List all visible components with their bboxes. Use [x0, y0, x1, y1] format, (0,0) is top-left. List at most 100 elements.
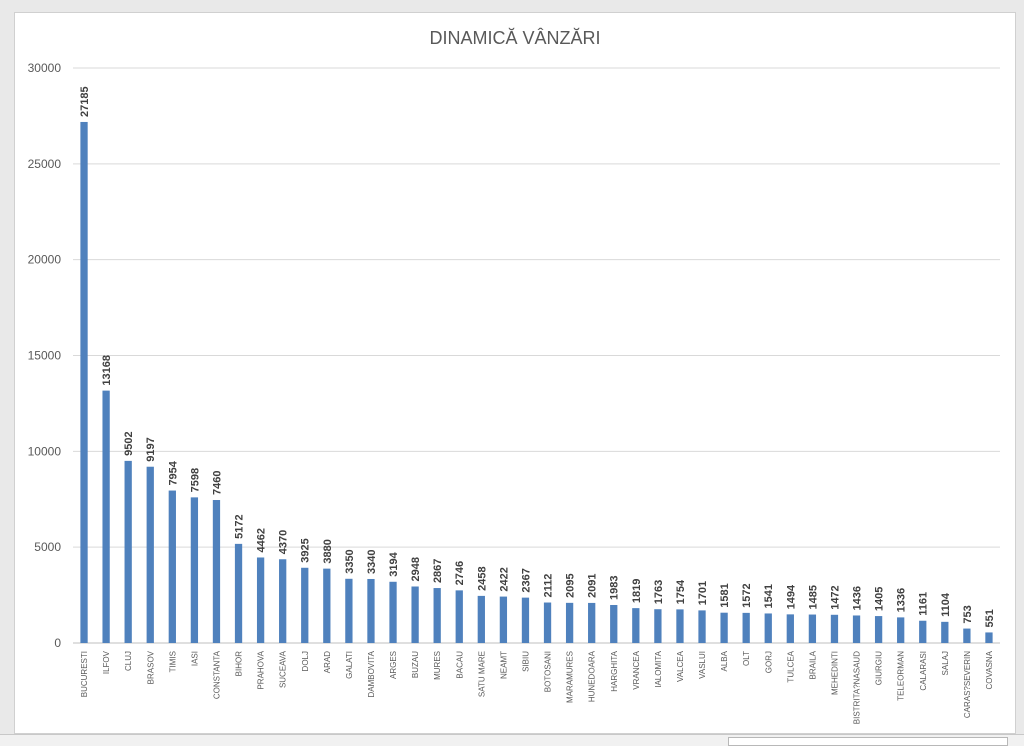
bar: [852, 615, 861, 643]
bar: [676, 609, 684, 643]
x-tick-label: MARAMURES: [566, 651, 575, 703]
data-label: 3194: [388, 551, 400, 576]
data-label: 4462: [256, 528, 268, 552]
x-tick-label: ARGES: [389, 651, 398, 679]
bar: [808, 614, 817, 643]
bar: [168, 490, 176, 643]
x-tick-label: TIMIS: [168, 651, 177, 672]
bar: [565, 602, 574, 643]
data-label: 1701: [697, 581, 709, 605]
bar: [521, 597, 530, 643]
gridlines: [73, 67, 1000, 644]
x-tick-label: GALATI: [345, 651, 354, 679]
data-label: 1336: [896, 588, 908, 612]
data-label: 7598: [189, 468, 201, 492]
bar: [80, 121, 88, 644]
x-tick-label: CLUJ: [124, 651, 133, 671]
bar: [433, 588, 441, 643]
x-tick-label: BISTRITA?NASAUD: [853, 651, 862, 724]
bar: [499, 596, 508, 643]
data-label: 1763: [653, 580, 665, 604]
x-tick-label: BUZAU: [411, 651, 420, 678]
data-label: 1436: [852, 586, 864, 610]
y-tick-label: 10000: [28, 444, 62, 458]
y-tick-label: 5000: [34, 540, 61, 554]
data-label: 1494: [785, 584, 797, 609]
bar: [411, 586, 419, 643]
data-labels: 27185 13168 9502 9197 7954 7598 7460 5172 4462 43…: [79, 86, 996, 627]
x-tick-label: BOTOSANI: [544, 651, 553, 692]
x-tick-label: MURES: [433, 651, 442, 680]
x-tick-label: TELEORMAN: [897, 651, 906, 701]
bar: [963, 628, 971, 643]
x-tick-label: VASLUI: [698, 651, 707, 679]
x-tick-label: COVASNA: [985, 650, 994, 689]
bar: [830, 614, 839, 643]
y-axis: 0 5000 10000 15000 20000 25000 30000: [28, 61, 62, 650]
data-label: 1581: [719, 583, 731, 607]
bar: [389, 581, 397, 643]
x-tick-label: SUCEAVA: [279, 650, 288, 688]
x-tick-label: OLT: [742, 651, 751, 666]
bar: [146, 466, 154, 643]
data-label: 2367: [520, 568, 532, 592]
x-tick-label: DOLJ: [301, 651, 310, 671]
data-label: 2112: [543, 574, 555, 598]
data-label: 1104: [940, 592, 952, 617]
chart-area: DINAMICĂ VÂNZĂRI 0 5000 10000 15000 20000 250…: [14, 12, 1016, 734]
data-label: 9502: [123, 431, 135, 455]
x-tick-label: MEHEDINTI: [830, 651, 839, 695]
x-tick-label: BRASOV: [146, 650, 155, 684]
x-tick-label: CONSTANTA: [212, 650, 221, 699]
bar: [764, 613, 772, 643]
horizontal-scrollbar[interactable]: [728, 737, 1008, 746]
bar: [985, 632, 993, 643]
bar: [919, 620, 927, 643]
y-tick-label: 15000: [28, 349, 62, 363]
y-tick-label: 25000: [28, 157, 62, 171]
data-label: 9197: [145, 437, 157, 461]
data-label: 2746: [454, 561, 466, 585]
bar: [212, 500, 221, 643]
bar: [543, 602, 552, 643]
data-label: 1819: [631, 579, 643, 603]
y-tick-label: 0: [54, 636, 61, 650]
bar: [345, 578, 353, 643]
bar: [720, 612, 728, 643]
data-label: 27185: [79, 86, 91, 117]
data-label: 2948: [410, 557, 422, 581]
data-label: 1472: [829, 585, 841, 609]
x-tick-label: HARGHITA: [610, 650, 619, 691]
bar: [897, 617, 905, 643]
bar: [477, 595, 485, 643]
bar: [742, 612, 750, 643]
x-tick-label: CALARASI: [919, 651, 928, 691]
x-tick-label: SATU MARE: [477, 651, 486, 697]
data-label: 1572: [741, 583, 753, 607]
data-label: 4370: [278, 530, 290, 554]
x-tick-label: ARAD: [323, 651, 332, 673]
x-tick-label: VRANCEA: [632, 650, 641, 689]
data-label: 1161: [918, 592, 930, 616]
bar: [588, 602, 596, 643]
data-label: 3925: [300, 538, 312, 562]
bar: [279, 559, 287, 643]
data-label: 2458: [476, 566, 488, 590]
bar: [256, 557, 265, 643]
data-label: 5172: [234, 514, 246, 538]
data-label: 1983: [609, 576, 621, 600]
data-label: 7954: [167, 460, 179, 485]
bar: [874, 616, 883, 643]
data-label: 7460: [211, 471, 223, 495]
data-label: 2091: [587, 573, 599, 597]
x-tick-label: SALAJ: [941, 651, 950, 675]
bar: [323, 568, 331, 643]
x-tick-label: BIHOR: [235, 651, 244, 677]
data-label: 3880: [322, 539, 334, 563]
data-label: 13168: [101, 355, 113, 386]
x-tick-label: DAMBOVITA: [367, 650, 376, 697]
bar: [941, 621, 949, 643]
bar: [786, 614, 794, 643]
data-label: 1754: [675, 579, 687, 604]
data-label: 551: [984, 609, 996, 627]
